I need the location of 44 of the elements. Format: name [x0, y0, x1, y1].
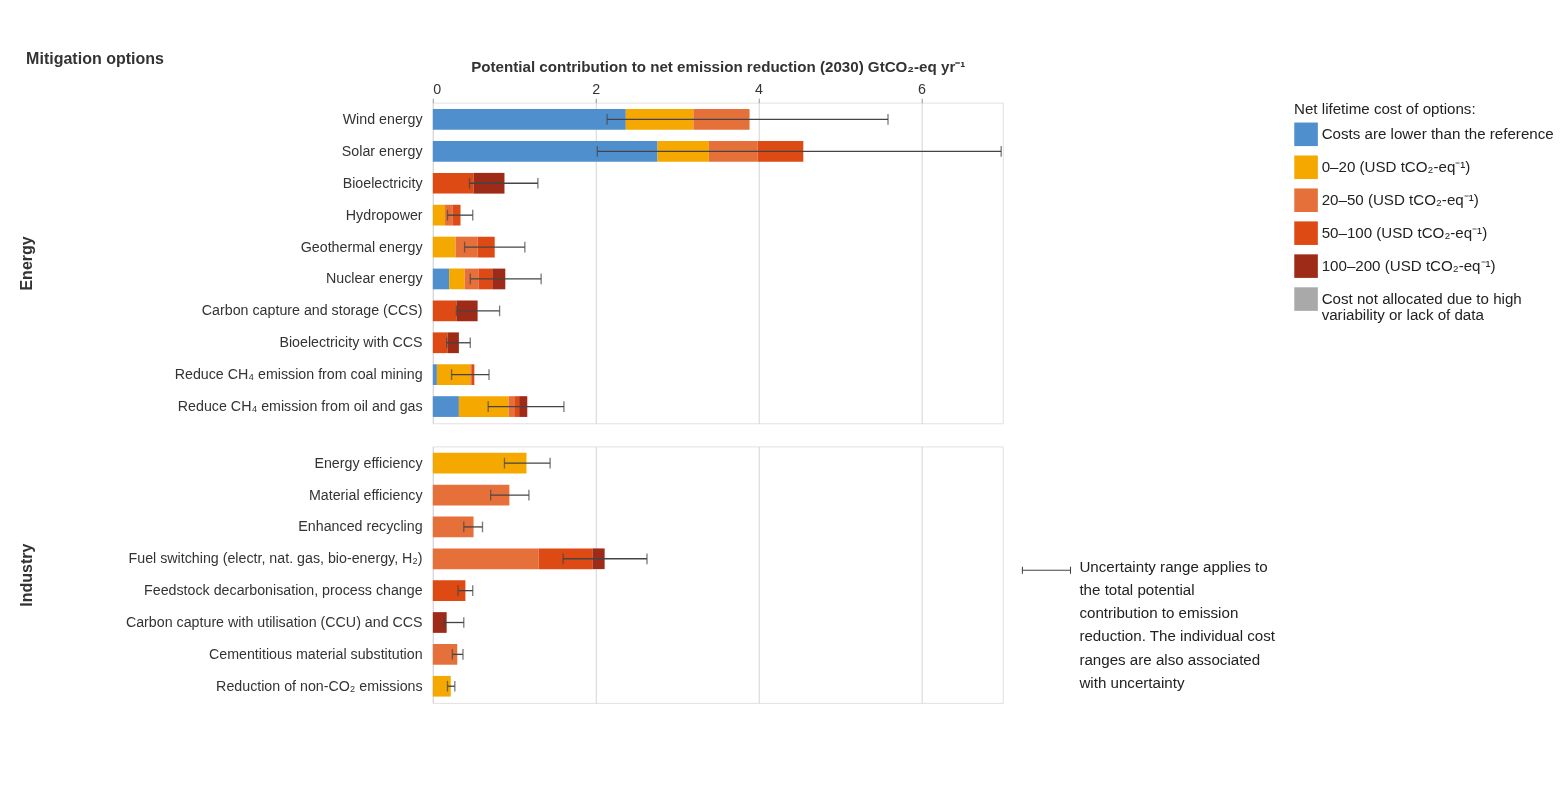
y-axis-title: Energy — [16, 236, 35, 291]
bar — [432, 644, 458, 665]
y-tick-label: Wind energy — [342, 110, 424, 127]
x-tick-label: 2 — [592, 81, 601, 98]
bar — [592, 548, 605, 570]
bar — [432, 580, 466, 601]
legend-label: Costs are lower than the reference — [1321, 124, 1554, 142]
y-tick-label: Carbon capture and storage (CCS) — [201, 302, 423, 319]
bar — [432, 548, 539, 570]
y-tick-label: Fuel switching (electr, nat. gas, bio-energy, H₂) — [128, 550, 423, 567]
y-tick-label: Enhanced recycling — [298, 518, 423, 535]
y-tick-label: Carbon capture with utilisation (CCU) and CCS — [125, 613, 423, 630]
legend-title: Net lifetime cost of options: — [1294, 100, 1476, 118]
legend-label: 0–20 (USD tCO₂-eq⁻¹) — [1321, 157, 1471, 175]
y-tick-label: Bioelectricity with CCS — [279, 334, 423, 351]
x-tick-label: 6 — [917, 81, 926, 98]
legend-label: Cost not allocated due to high variability or lack of data — [1321, 289, 1522, 324]
bar — [538, 548, 593, 570]
legend-label: 20–50 (USD tCO₂-eq⁻¹) — [1321, 190, 1479, 208]
x-tick-label: 0 — [433, 81, 442, 98]
text: Uncertainty range applies to the total potential contribution to emission reduction. The individual cost ranges are also associated with uncertainty — [1078, 558, 1276, 691]
y-tick-label: Reduce CH₄ emission from coal mining — [174, 366, 423, 383]
y-tick-label: Cementitious material substitution — [208, 645, 423, 662]
y-tick-label: Reduction of non-CO₂ emissions — [216, 677, 423, 694]
y-tick-label: Bioelectricity — [342, 174, 424, 191]
bar — [432, 675, 451, 697]
legend-label: 50–100 (USD tCO₂-eq⁻¹) — [1321, 223, 1488, 241]
bar — [432, 484, 510, 506]
y-tick-label: Reduce CH₄ emission from oil and gas — [177, 398, 423, 415]
y-tick-label: Material efficiency — [308, 486, 424, 503]
y-tick-label: Feedstock decarbonisation, process change — [144, 582, 423, 599]
y-tick-label: Nuclear energy — [326, 270, 424, 287]
x-tick-label: 4 — [755, 81, 764, 98]
bar — [432, 612, 447, 633]
bar — [432, 516, 474, 538]
y-tick-label: Geothermal energy — [300, 238, 424, 255]
legend-label: 100–200 (USD tCO₂-eq⁻¹) — [1321, 256, 1496, 274]
y-axis-title: Industry — [16, 543, 35, 607]
y-tick-label: Solar energy — [341, 142, 424, 159]
x-axis-title: Potential contribution to net emission reduction (2030) GtCO₂-eq yr⁻¹ — [471, 57, 966, 75]
y-tick-label: Hydropower — [345, 206, 423, 223]
bar — [432, 452, 527, 474]
text: Mitigation options — [26, 48, 165, 67]
y-tick-label: Energy efficiency — [314, 454, 424, 471]
